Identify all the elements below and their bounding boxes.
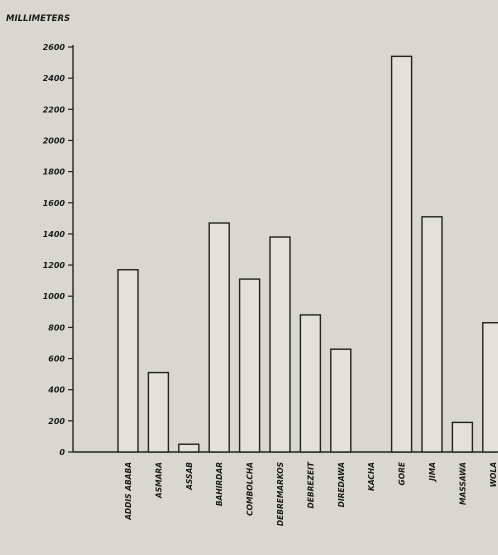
bar [390, 55, 413, 453]
bar [208, 222, 230, 453]
y-tick-label: 2600 [43, 43, 66, 52]
y-tick-label: 1600 [43, 199, 66, 208]
x-category-label: ASSAB [185, 462, 194, 491]
x-category-label: DEBREZEIT [306, 461, 315, 508]
x-category-label: BAHIRDAR [215, 462, 224, 506]
bar [421, 216, 443, 453]
x-category-label: KACHA [367, 462, 376, 491]
y-tick-label: 200 [48, 417, 65, 426]
y-axis-label: MILLIMETERS [6, 14, 70, 24]
x-category-label: JIMA [428, 462, 437, 483]
bar [269, 236, 291, 453]
y-tick-label: 800 [48, 323, 65, 332]
y-tick-label: 1400 [43, 230, 66, 239]
y-tick-label: 1800 [43, 168, 66, 177]
bar [178, 443, 200, 453]
x-category-label: ASMARA [154, 462, 163, 499]
x-category-label: GORE [398, 461, 407, 485]
y-tick-label: 2200 [43, 105, 66, 114]
y-tick-label: 2400 [43, 74, 66, 83]
x-category-label: COMBOLCHA [246, 462, 255, 516]
x-category-label: MASSAWA [458, 462, 467, 505]
bar [482, 322, 498, 453]
y-tick-label: 400 [47, 386, 65, 395]
bar [238, 278, 261, 453]
bar [147, 371, 170, 453]
x-category-label: DIREDAWA [337, 462, 346, 508]
x-category-label: ADDIS ABABA [124, 462, 133, 521]
y-tick-label: 1000 [43, 292, 66, 301]
bar [299, 314, 322, 453]
bar [117, 269, 139, 453]
y-tick-label: 2000 [43, 136, 66, 145]
y-tick-label: 600 [48, 355, 65, 364]
y-tick-label: 1200 [43, 261, 66, 270]
x-category-label: DEBREMARKOS [276, 462, 285, 526]
y-tick-label: 0 [59, 448, 65, 457]
bar [330, 348, 352, 453]
bar [451, 421, 474, 453]
x-category-label: WOLA [489, 462, 498, 487]
